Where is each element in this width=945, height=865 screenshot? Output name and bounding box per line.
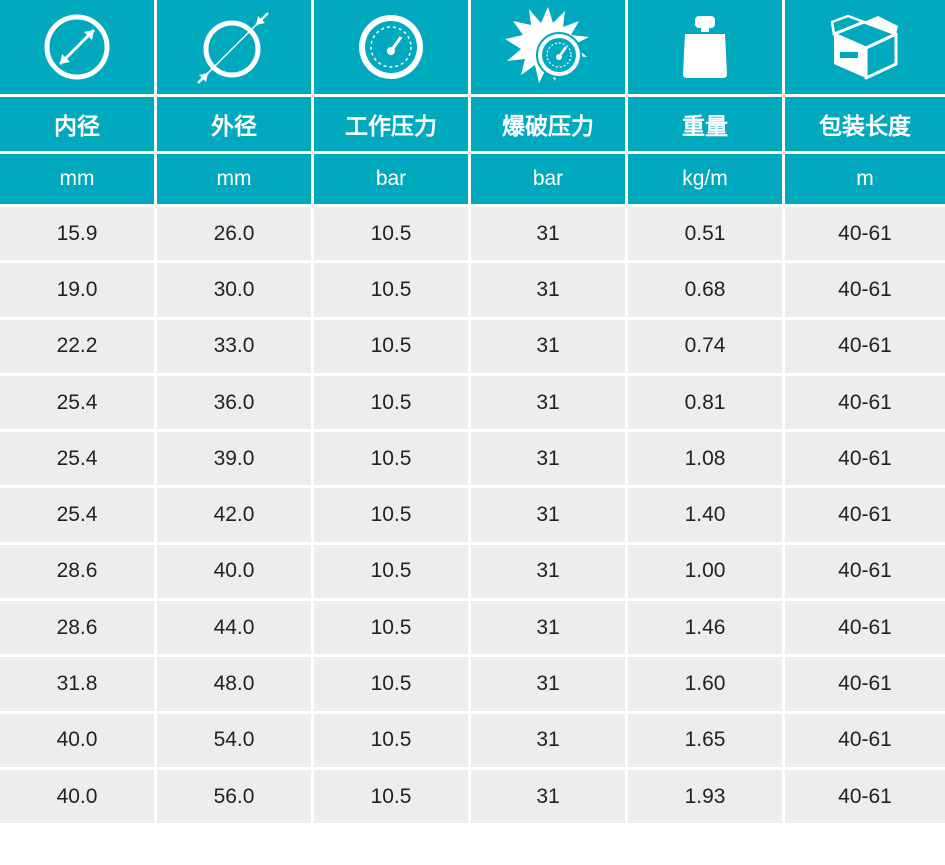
table-cell: 31 xyxy=(471,541,628,599)
inner-diameter-icon-cell xyxy=(0,0,157,94)
burst-pressure-icon-cell xyxy=(471,0,628,94)
table-cell: 54.0 xyxy=(157,710,314,767)
unit-burst-pressure: bar xyxy=(471,151,628,204)
table-cell: 28.6 xyxy=(0,598,157,655)
package-box-icon xyxy=(830,14,898,80)
table-cell: 40-61 xyxy=(785,429,945,486)
table-cell: 1.40 xyxy=(628,485,785,542)
table-cell: 40-61 xyxy=(785,260,945,317)
table-cell: 40.0 xyxy=(157,541,314,599)
table-cell: 10.5 xyxy=(314,372,471,430)
table-cell: 40-61 xyxy=(785,710,945,767)
table-cell: 39.0 xyxy=(157,429,314,486)
table-cell: 40-61 xyxy=(785,766,945,824)
table-cell: 31 xyxy=(471,710,628,767)
table-cell: 36.0 xyxy=(157,372,314,430)
table-cell: 10.5 xyxy=(314,429,471,486)
table-cell: 1.65 xyxy=(628,710,785,767)
column-header-weight: 重量 xyxy=(628,94,785,151)
table-cell: 10.5 xyxy=(314,598,471,655)
table-cell: 56.0 xyxy=(157,766,314,824)
table-cell: 31 xyxy=(471,598,628,655)
table-cell: 48.0 xyxy=(157,654,314,711)
table-cell: 40-61 xyxy=(785,598,945,655)
table-cell: 1.46 xyxy=(628,598,785,655)
table-cell: 0.74 xyxy=(628,316,785,373)
table-cell: 30.0 xyxy=(157,260,314,317)
table-cell: 40-61 xyxy=(785,372,945,430)
table-cell: 10.5 xyxy=(314,766,471,824)
table-cell: 10.5 xyxy=(314,654,471,711)
package-box-icon-cell xyxy=(785,0,945,94)
table-cell: 15.9 xyxy=(0,204,157,261)
unit-outer-diameter: mm xyxy=(157,151,314,204)
burst-pressure-icon xyxy=(505,7,589,83)
weight-icon xyxy=(683,16,727,78)
table-cell: 1.60 xyxy=(628,654,785,711)
table-cell: 40-61 xyxy=(785,485,945,542)
table-cell: 31 xyxy=(471,429,628,486)
spec-table: 内径 外径 工作压力 爆破压力 重量 包装长度 mm mm bar bar kg… xyxy=(0,0,945,824)
table-cell: 40.0 xyxy=(0,766,157,824)
column-header-inner-diameter: 内径 xyxy=(0,94,157,151)
table-cell: 42.0 xyxy=(157,485,314,542)
table-cell: 10.5 xyxy=(314,710,471,767)
table-cell: 1.00 xyxy=(628,541,785,599)
table-cell: 28.6 xyxy=(0,541,157,599)
column-header-package-length: 包装长度 xyxy=(785,94,945,151)
table-cell: 22.2 xyxy=(0,316,157,373)
column-header-outer-diameter: 外径 xyxy=(157,94,314,151)
table-cell: 10.5 xyxy=(314,260,471,317)
table-cell: 31 xyxy=(471,260,628,317)
table-cell: 26.0 xyxy=(157,204,314,261)
table-cell: 31 xyxy=(471,316,628,373)
table-cell: 44.0 xyxy=(157,598,314,655)
table-cell: 1.93 xyxy=(628,766,785,824)
inner-diameter-icon xyxy=(44,14,110,80)
unit-weight: kg/m xyxy=(628,151,785,204)
table-cell: 33.0 xyxy=(157,316,314,373)
unit-working-pressure: bar xyxy=(314,151,471,204)
table-cell: 0.81 xyxy=(628,372,785,430)
table-cell: 25.4 xyxy=(0,429,157,486)
table-cell: 31 xyxy=(471,204,628,261)
table-cell: 40-61 xyxy=(785,316,945,373)
table-cell: 31 xyxy=(471,485,628,542)
table-cell: 10.5 xyxy=(314,541,471,599)
table-cell: 10.5 xyxy=(314,485,471,542)
pressure-gauge-icon xyxy=(359,15,423,79)
outer-diameter-icon-cell xyxy=(157,0,314,94)
table-cell: 40-61 xyxy=(785,204,945,261)
unit-inner-diameter: mm xyxy=(0,151,157,204)
table-cell: 10.5 xyxy=(314,316,471,373)
table-cell: 40.0 xyxy=(0,710,157,767)
table-cell: 1.08 xyxy=(628,429,785,486)
table-cell: 40-61 xyxy=(785,654,945,711)
table-cell: 31.8 xyxy=(0,654,157,711)
outer-diameter-icon xyxy=(197,12,269,84)
table-cell: 40-61 xyxy=(785,541,945,599)
table-cell: 25.4 xyxy=(0,372,157,430)
table-cell: 31 xyxy=(471,372,628,430)
pressure-gauge-icon-cell xyxy=(314,0,471,94)
unit-package-length: m xyxy=(785,151,945,204)
table-cell: 0.68 xyxy=(628,260,785,317)
table-cell: 0.51 xyxy=(628,204,785,261)
table-cell: 31 xyxy=(471,766,628,824)
weight-icon-cell xyxy=(628,0,785,94)
column-header-working-pressure: 工作压力 xyxy=(314,94,471,151)
table-cell: 25.4 xyxy=(0,485,157,542)
table-cell: 19.0 xyxy=(0,260,157,317)
column-header-burst-pressure: 爆破压力 xyxy=(471,94,628,151)
table-cell: 10.5 xyxy=(314,204,471,261)
table-cell: 31 xyxy=(471,654,628,711)
